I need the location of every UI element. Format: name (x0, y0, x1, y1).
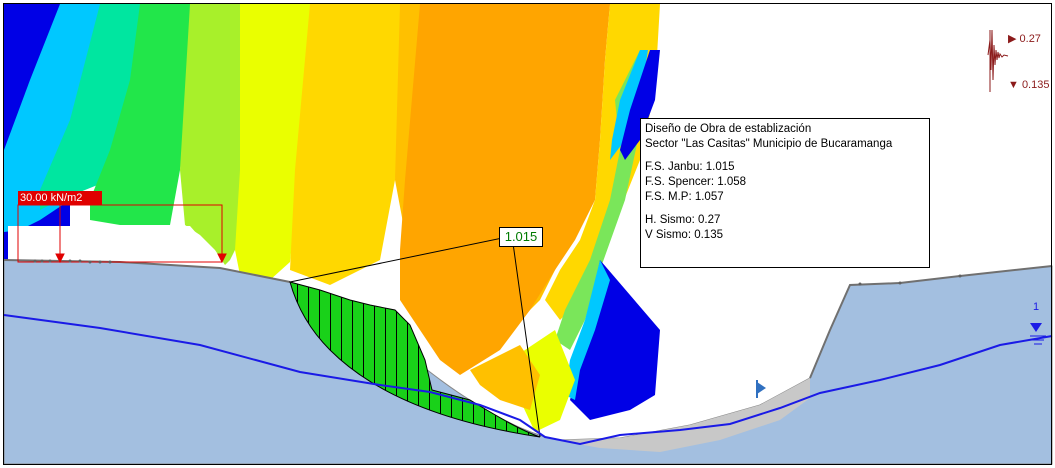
contour-band-lightgreen (180, 4, 250, 265)
contour-band-green (90, 4, 200, 225)
v-sismo: V Sismo: 0.135 (645, 229, 723, 241)
project-location: Sector "Las Casitas" Municipio de Bucara… (645, 138, 893, 150)
results-info-box: Diseño de Obra de establización Sector "… (640, 118, 930, 268)
contour-band-upper-blue (620, 50, 660, 160)
fs-janbu: F.S. Janbu: 1.015 (645, 161, 735, 173)
contour-band-orange (400, 4, 610, 375)
contour-band-upper-cyan (610, 50, 648, 160)
contour-field (4, 4, 660, 432)
distributed-load (17, 204, 227, 264)
water-triangle-icon (1030, 323, 1042, 332)
contour-band-lower-orange (470, 345, 540, 410)
ground-surface-line (3, 259, 291, 283)
water-table-number: 1 (1033, 301, 1039, 313)
contour-band-yellow (235, 4, 320, 280)
water-table-marker (1030, 323, 1046, 345)
ground-surface-right (809, 265, 1053, 379)
fs-spencer: F.S. Spencer: 1.058 (645, 176, 747, 188)
seismic-accelerogram-icon (987, 29, 1009, 81)
water-table-line (3, 314, 1053, 446)
contour-band-teal (40, 4, 150, 210)
project-title: Diseño de Obra de establización (645, 123, 812, 135)
contour-band-right-cyan (565, 260, 610, 400)
seismic-horizontal-label: ▶ 0.27 (1008, 33, 1041, 45)
flag-marker (756, 380, 766, 398)
h-sismo: H. Sismo: 0.27 (645, 214, 721, 226)
load-label: 30.00 kN/m2 (18, 191, 102, 205)
critical-slip-mass (289, 281, 541, 438)
fs-mp: F.S. M.P: 1.057 (645, 191, 724, 203)
contour-band-yellow-orange (290, 4, 420, 285)
seismic-vertical-label: ▼ 0.135 (1008, 79, 1050, 91)
surcharge-block (8, 226, 220, 260)
slip-fs-label: 1.015 (499, 227, 543, 247)
surface-nodes (33, 259, 962, 286)
